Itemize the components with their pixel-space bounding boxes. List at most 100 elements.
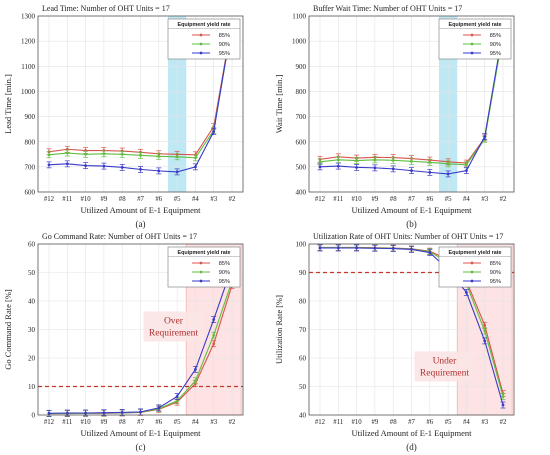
x-tick-label: #11 bbox=[62, 196, 72, 203]
data-point bbox=[84, 152, 87, 156]
legend-swatch-marker bbox=[199, 42, 203, 46]
x-tick-label: #3 bbox=[210, 419, 217, 426]
data-point bbox=[84, 164, 87, 168]
axes-frame bbox=[308, 243, 515, 416]
x-tick-label: #2 bbox=[229, 196, 236, 203]
panel-label: (a) bbox=[136, 219, 146, 229]
x-tick-label: #12 bbox=[44, 196, 55, 203]
x-tick-label: #12 bbox=[315, 196, 326, 203]
data-point bbox=[483, 339, 487, 343]
x-tick-label: #10 bbox=[351, 419, 362, 426]
y-axis-label: Go Command Rate [%] bbox=[3, 289, 13, 370]
y-tick-label: 700 bbox=[25, 163, 36, 171]
y-axis-label: Wait Time [min.] bbox=[274, 75, 284, 134]
panel-label: (b) bbox=[406, 219, 417, 229]
legend-entry: 85% bbox=[219, 33, 230, 39]
x-tick-label: #4 bbox=[463, 196, 470, 203]
legend: Equipment yield rate 85% 90% 95% bbox=[438, 18, 512, 60]
legend-entry: 95% bbox=[490, 279, 501, 285]
y-tick-label: 1000 bbox=[21, 88, 36, 96]
data-point bbox=[428, 251, 432, 254]
x-tick-label: #6 bbox=[155, 196, 162, 203]
x-tick-label: #6 bbox=[155, 419, 162, 426]
legend-entry: 90% bbox=[219, 270, 230, 276]
legend-box bbox=[167, 246, 241, 288]
data-point bbox=[65, 162, 69, 166]
y-tick-label: 100 bbox=[296, 241, 307, 249]
data-point bbox=[318, 246, 322, 250]
y-tick-label: 90 bbox=[299, 269, 307, 277]
data-point bbox=[355, 246, 358, 250]
requirement-label-line: Under bbox=[433, 356, 458, 366]
chart-d: 40 50 60 70 80 90 100 #12 #11 #10 #9 #8 #7 #6 #5 #4 #3 #2… bbox=[274, 232, 515, 452]
x-tick-label: #6 bbox=[426, 196, 433, 203]
data-point bbox=[102, 164, 106, 168]
x-tick-label: #11 bbox=[333, 419, 343, 426]
data-point bbox=[318, 165, 322, 169]
data-point bbox=[212, 130, 216, 134]
chart-title: Go Command Rate: Number of OHT Units = 1… bbox=[42, 232, 197, 241]
data-point bbox=[410, 159, 413, 163]
data-point bbox=[212, 333, 216, 337]
data-point bbox=[465, 163, 468, 167]
x-tick-label: #9 bbox=[371, 196, 378, 203]
data-point bbox=[175, 170, 179, 174]
data-point bbox=[410, 169, 413, 173]
data-point bbox=[391, 167, 395, 171]
x-tick-label: #4 bbox=[192, 196, 199, 203]
y-tick-label: 800 bbox=[25, 138, 36, 146]
y-tick-label: 600 bbox=[25, 189, 36, 197]
data-point bbox=[139, 167, 142, 171]
x-tick-label: #3 bbox=[210, 196, 217, 203]
y-tick-label: 1100 bbox=[21, 63, 35, 71]
data-point bbox=[65, 151, 69, 155]
data-point bbox=[84, 411, 87, 415]
data-point bbox=[501, 395, 505, 398]
data-point bbox=[120, 165, 124, 169]
data-point bbox=[139, 410, 142, 414]
legend-title: Equipment yield rate bbox=[448, 22, 501, 28]
requirement-label-bg bbox=[414, 351, 475, 382]
chart-title: Buffer Wait Time: Number of OHT Units = … bbox=[313, 4, 462, 13]
legend-title: Equipment yield rate bbox=[177, 22, 230, 28]
chart-b: 400 500 600 700 800 900 1000 1100 #12 #11 #10 #9 #8 #… bbox=[274, 4, 515, 229]
data-point bbox=[446, 162, 450, 166]
data-point bbox=[175, 395, 179, 398]
data-point bbox=[120, 411, 124, 414]
x-tick-label: #9 bbox=[100, 419, 107, 426]
x-tick-label: #4 bbox=[463, 419, 470, 426]
y-tick-label: 50 bbox=[299, 383, 307, 391]
y-tick-label: 1300 bbox=[21, 13, 36, 21]
y-tick-label: 1200 bbox=[21, 38, 36, 46]
legend-swatch-marker bbox=[199, 261, 203, 265]
data-point bbox=[465, 291, 468, 294]
y-tick-label: 60 bbox=[299, 355, 307, 363]
y-tick-label: 1000 bbox=[292, 38, 307, 46]
data-point bbox=[102, 411, 106, 415]
x-axis-label: Utilized Amount of E-1 Equipment bbox=[81, 205, 202, 215]
data-point bbox=[501, 403, 505, 407]
x-tick-label: #9 bbox=[371, 419, 378, 426]
y-tick-label: 900 bbox=[296, 63, 307, 71]
legend-swatch-marker bbox=[470, 51, 474, 55]
data-point bbox=[194, 379, 197, 383]
y-tick-label: 60 bbox=[28, 241, 36, 249]
data-point bbox=[47, 153, 51, 157]
data-point bbox=[446, 172, 450, 176]
x-tick-label: #8 bbox=[119, 196, 126, 203]
y-tick-label: 70 bbox=[299, 326, 307, 334]
legend-entry: 85% bbox=[490, 261, 501, 267]
legend-title: Equipment yield rate bbox=[177, 250, 230, 256]
x-axis-label: Utilized Amount of E-1 Equipment bbox=[352, 428, 473, 438]
data-point bbox=[355, 165, 358, 169]
chart-c: 0 10 20 30 40 50 60 #12 #11 #10 #9 #8 #7 #6 #5 #4 #3 #2 Ov… bbox=[3, 232, 244, 452]
legend-entry: 95% bbox=[219, 51, 230, 57]
x-tick-label: #6 bbox=[426, 419, 433, 426]
legend: Equipment yield rate 85% 90% 95% bbox=[167, 18, 241, 60]
legend-box bbox=[438, 246, 512, 288]
panel-label: (c) bbox=[136, 442, 146, 452]
x-tick-label: #7 bbox=[408, 196, 415, 203]
requirement-label-line: Requirement bbox=[149, 329, 198, 339]
legend-entry: 90% bbox=[490, 42, 501, 48]
